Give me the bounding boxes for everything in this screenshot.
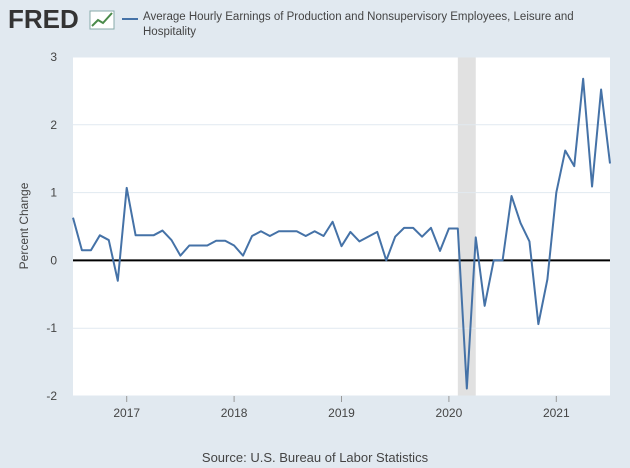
- y-tick-label: -2: [46, 389, 57, 403]
- series-line: [72, 77, 611, 390]
- x-tick-label: 2018: [221, 406, 248, 420]
- y-tick-label: -1: [46, 321, 57, 335]
- legend: Average Hourly Earnings of Production an…: [143, 11, 574, 38]
- x-tick-label: 2021: [543, 406, 570, 420]
- logo-icon-line: [91, 12, 113, 27]
- legend-text: Average Hourly Earnings of Production an…: [143, 11, 574, 38]
- y-tick-label: 1: [50, 186, 57, 200]
- x-tick-label: 2017: [113, 406, 140, 420]
- logo-icon: [89, 10, 115, 30]
- y-tick-label: 2: [50, 118, 57, 132]
- x-tick-label: 2019: [328, 406, 355, 420]
- fred-logo: FRED: [8, 4, 115, 34]
- source: Source: U.S. Bureau of Labor Statistics: [202, 450, 429, 465]
- recession-band: [457, 57, 476, 396]
- logo-text: FRED: [8, 4, 79, 34]
- y-tick-label: 0: [50, 253, 57, 267]
- y-tick-label: 3: [50, 50, 57, 64]
- y-axis-label: Percent Change: [17, 182, 31, 269]
- plot-area: [73, 57, 610, 396]
- x-tick-label: 2020: [436, 406, 463, 420]
